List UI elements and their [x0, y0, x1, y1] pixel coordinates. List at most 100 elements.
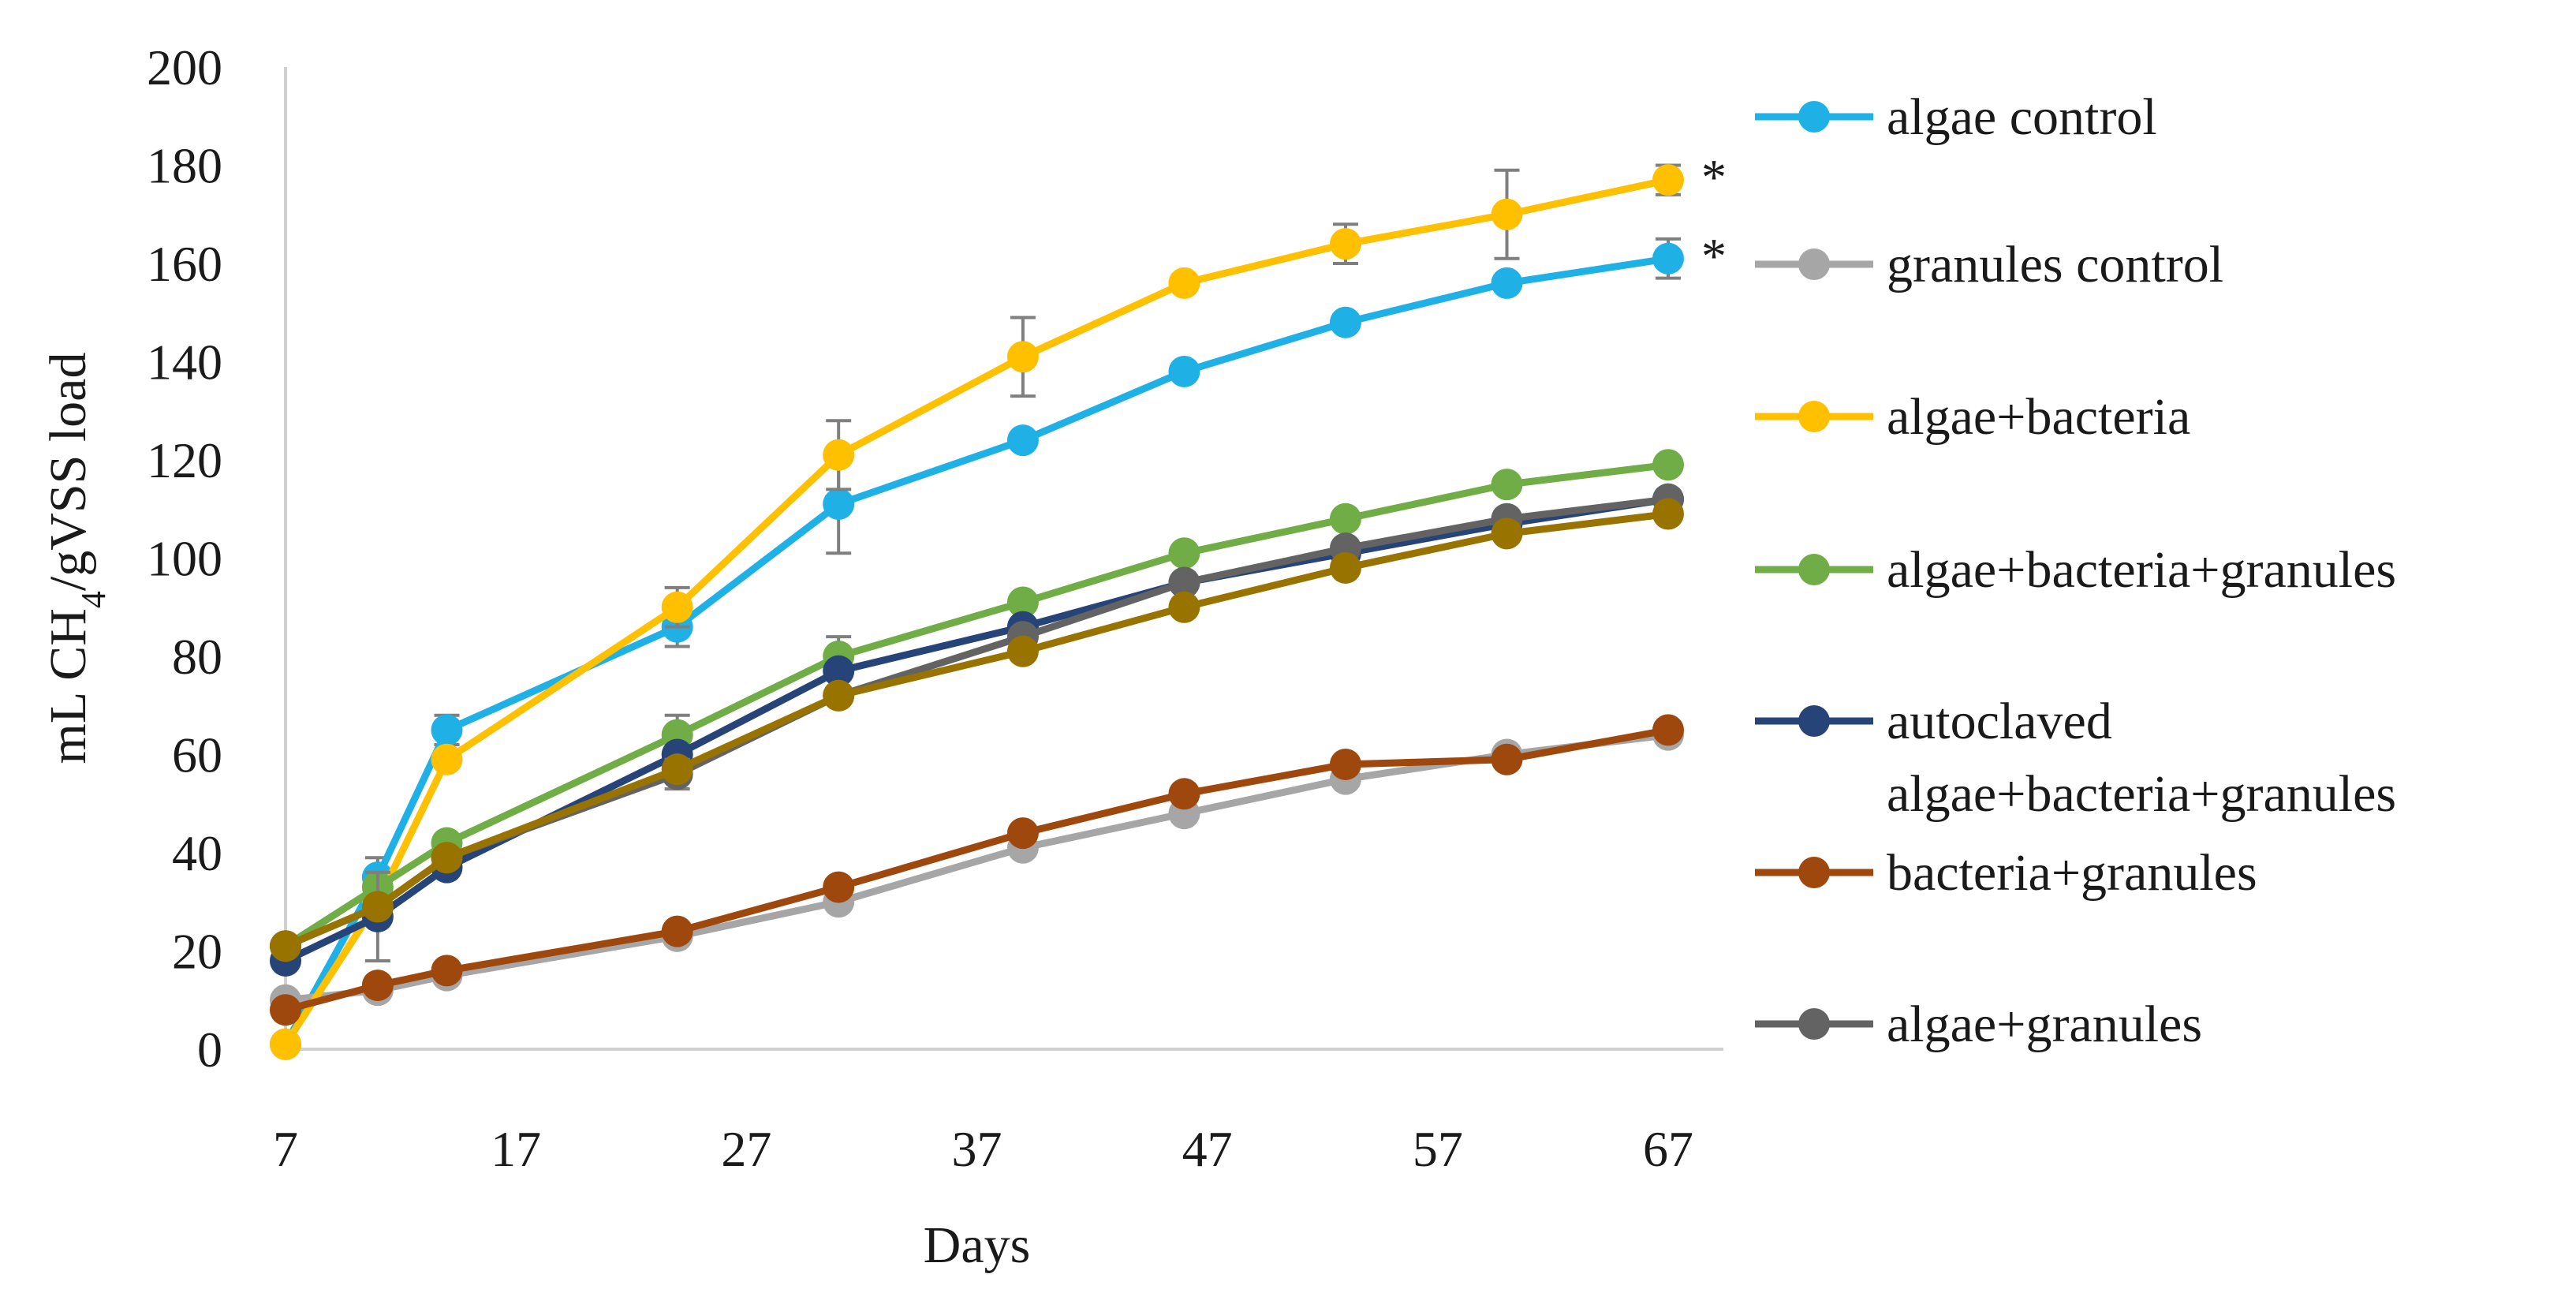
legend-item: algae+bacteria+granules — [1755, 541, 2396, 599]
x-tick-label: 67 — [1643, 1121, 1693, 1177]
y-tick-label: 140 — [147, 334, 222, 390]
data-point — [1006, 817, 1039, 850]
legend-label: algae+bacteria — [1887, 388, 2190, 446]
series-line — [284, 495, 1669, 950]
legend-item: algae control — [1755, 88, 2157, 146]
data-point — [823, 871, 855, 903]
y-axis-title-suffix: /gVSS load — [39, 353, 97, 592]
data-point — [270, 930, 301, 962]
data-point — [1006, 586, 1039, 618]
data-point — [431, 743, 463, 775]
data-point — [431, 714, 463, 746]
series-7 — [270, 498, 1684, 962]
data-point — [1491, 517, 1523, 550]
legend-item: granules control — [1755, 236, 2223, 293]
series-6 — [270, 483, 1684, 962]
series-line — [283, 461, 1669, 950]
data-point — [1652, 498, 1684, 530]
data-point — [1006, 635, 1039, 667]
y-tick-label: 20 — [172, 924, 222, 980]
data-point — [823, 679, 855, 712]
data-point — [1652, 164, 1684, 196]
y-tick-label: 120 — [147, 432, 222, 488]
legend-item: algae+granules — [1755, 996, 2202, 1053]
legend-item: algae+bacteria — [1755, 388, 2190, 446]
x-tick-labels: 7 17 27 37 47 57 67 — [273, 1121, 1693, 1177]
data-point — [1168, 566, 1200, 599]
series-5 — [270, 714, 1684, 1026]
series-4 — [270, 483, 1684, 977]
data-point — [823, 488, 855, 521]
data-point — [361, 891, 394, 923]
x-tick-label: 37 — [952, 1121, 1002, 1177]
series-line — [285, 731, 1669, 1004]
data-point — [1329, 306, 1361, 338]
y-tick-labels: 0 20 40 60 80 100 120 140 160 180 200 — [147, 39, 222, 1078]
significance-asterisk: * — [1701, 228, 1727, 284]
data-point — [1329, 503, 1361, 535]
data-point — [1006, 424, 1039, 457]
legend-swatch-marker — [1798, 857, 1830, 888]
data-point — [1491, 267, 1523, 299]
series-layer — [270, 163, 1684, 1060]
y-tick-label: 100 — [147, 531, 222, 587]
legend: algae control granules control algae+bacte… — [1755, 88, 2396, 1053]
y-axis-title-prefix: mL CH — [39, 608, 97, 764]
x-axis-title: Days — [924, 1216, 1031, 1274]
legend-swatch-marker — [1798, 401, 1830, 432]
data-point — [661, 591, 693, 623]
series-line — [284, 510, 1669, 950]
legend-label-line2: algae+bacteria+granules — [1887, 765, 2396, 823]
data-point — [1168, 591, 1200, 623]
data-point — [431, 955, 463, 987]
legend-label: autoclaved — [1887, 693, 2112, 750]
data-point — [661, 753, 693, 786]
legend-label: algae+granules — [1887, 996, 2202, 1053]
data-point — [1652, 449, 1684, 481]
data-point — [1652, 714, 1684, 746]
data-point — [1329, 551, 1361, 584]
y-tick-label: 200 — [147, 39, 222, 95]
axes — [284, 67, 1723, 1051]
x-tick-label: 7 — [273, 1121, 298, 1177]
data-point — [1491, 198, 1523, 230]
series-line — [284, 495, 1669, 965]
legend-label: bacteria+granules — [1887, 844, 2257, 902]
data-point — [1006, 341, 1039, 373]
legend-item: bacteria+granules — [1755, 844, 2257, 902]
data-point — [1168, 778, 1200, 810]
annotations: ** — [1701, 149, 1727, 284]
legend-item: autoclaved algae+bacteria+granules — [1755, 693, 2396, 823]
y-tick-label: 40 — [172, 825, 222, 881]
data-point — [1168, 267, 1200, 299]
x-tick-label: 47 — [1182, 1121, 1233, 1177]
y-tick-label: 60 — [172, 727, 222, 783]
data-point — [1652, 242, 1684, 275]
data-point — [1491, 743, 1523, 775]
legend-label: algae control — [1887, 88, 2157, 146]
series-line — [282, 176, 1669, 1047]
series-line — [282, 255, 1669, 1046]
y-tick-label: 160 — [147, 236, 222, 292]
data-point — [1329, 228, 1361, 260]
data-point — [661, 915, 693, 947]
data-point — [823, 439, 855, 471]
x-tick-label: 27 — [721, 1121, 771, 1177]
data-point — [1168, 537, 1200, 570]
y-axis-title-subscript: 4 — [74, 591, 113, 608]
legend-swatch-marker — [1798, 1008, 1830, 1040]
legend-swatch-marker — [1798, 101, 1830, 133]
data-point — [1491, 469, 1523, 501]
data-point — [823, 655, 855, 687]
legend-swatch-marker — [1798, 554, 1830, 585]
y-tick-label: 0 — [197, 1022, 222, 1078]
legend-swatch-marker — [1798, 705, 1830, 737]
data-point — [1329, 748, 1361, 780]
series-line — [284, 726, 1669, 1014]
data-point — [431, 842, 463, 874]
data-point — [270, 1028, 301, 1060]
y-tick-label: 180 — [147, 138, 222, 194]
x-tick-label: 57 — [1413, 1121, 1463, 1177]
x-tick-label: 17 — [491, 1121, 541, 1177]
